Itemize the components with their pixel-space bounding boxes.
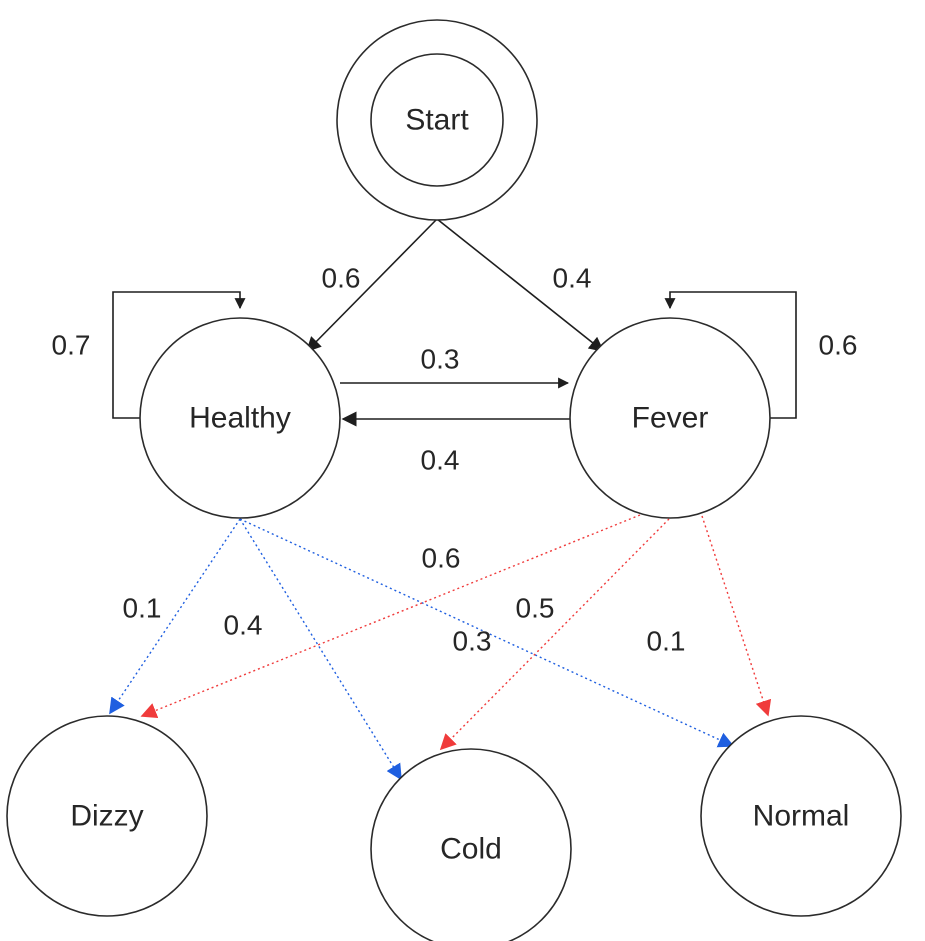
node-fever-label: Fever — [632, 402, 709, 435]
edge-healthy-emits-dizzy — [109, 518, 241, 715]
node-cold-label: Cold — [440, 833, 502, 866]
edge-healthy-emits-cold — [239, 518, 402, 781]
label-healthy-to-fever: 0.3 — [421, 344, 460, 375]
label-start-to-healthy: 0.6 — [322, 263, 361, 294]
node-dizzy: Dizzy — [6, 715, 208, 917]
label-fever-self-loop: 0.6 — [819, 330, 858, 361]
label-fever-emits-normal: 0.1 — [647, 626, 686, 657]
edge-fever-emits-normal — [701, 515, 772, 717]
label-fever-emits-dizzy: 0.6 — [422, 543, 461, 574]
label-start-to-fever: 0.4 — [553, 263, 592, 294]
node-healthy: Healthy — [139, 317, 341, 519]
label-healthy-self-loop: 0.7 — [52, 330, 91, 361]
edge-healthy-emits-normal — [239, 518, 735, 748]
node-healthy-label: Healthy — [189, 402, 291, 435]
label-healthy-emits-cold: 0.4 — [224, 610, 263, 641]
edge-start-to-fever — [436, 218, 605, 352]
label-healthy-emits-dizzy: 0.1 — [123, 593, 162, 624]
node-normal: Normal — [700, 715, 902, 917]
node-start: Start — [336, 19, 538, 221]
node-dizzy-label: Dizzy — [70, 800, 143, 833]
edge-fever-self-loop — [664, 291, 797, 419]
node-normal-label: Normal — [753, 800, 850, 833]
edge-fever-emits-dizzy — [140, 514, 641, 719]
node-cold: Cold — [370, 748, 572, 941]
label-healthy-emits-normal: 0.5 — [516, 593, 555, 624]
label-fever-to-healthy: 0.4 — [421, 445, 460, 476]
node-start-label: Start — [405, 104, 469, 137]
edge-healthy-self-loop — [112, 291, 246, 419]
edge-start-to-healthy — [305, 218, 438, 353]
label-fever-emits-cold: 0.3 — [453, 626, 492, 657]
edge-fever-emits-cold — [439, 518, 670, 751]
node-fever: Fever — [569, 317, 771, 519]
